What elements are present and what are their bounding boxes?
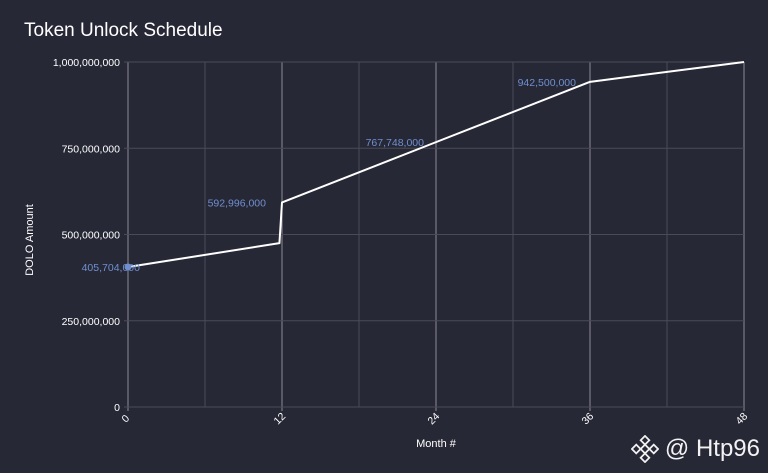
data-label: 767,748,000 (366, 137, 425, 149)
start-point (124, 263, 132, 271)
x-axis-label: Month # (416, 438, 457, 450)
x-tick-label: 12 (272, 410, 289, 427)
y-tick-label: 0 (114, 402, 120, 414)
watermark-text: @ Htp96 (664, 435, 760, 462)
y-tick-label: 1,000,000,000 (53, 57, 120, 69)
y-tick-label: 250,000,000 (62, 316, 121, 328)
x-tick-label: 36 (580, 410, 597, 427)
x-tick-label: 24 (426, 410, 443, 427)
series-line (127, 61, 745, 269)
series (124, 61, 745, 271)
y-axis-label: DOLO Amount (24, 204, 36, 276)
axes: 0 250,000,000 500,000,000 750,000,000 1,000,… (53, 57, 751, 427)
x-tick-label: 0 (120, 412, 133, 425)
chart-title: Token Unlock Schedule (24, 20, 223, 41)
data-label: 592,996,000 (208, 197, 267, 209)
data-label: 942,500,000 (518, 77, 577, 89)
data-labels: 405,704,000 592,996,000 767,748,000 942,500… (82, 77, 577, 274)
x-tick-label: 48 (734, 410, 751, 427)
grid (124, 61, 745, 411)
watermark: @ Htp96 (630, 435, 760, 463)
y-tick-label: 750,000,000 (62, 143, 121, 155)
data-label: 405,704,000 (82, 262, 141, 274)
binance-logo-icon (630, 435, 659, 463)
y-tick-label: 500,000,000 (62, 230, 121, 242)
